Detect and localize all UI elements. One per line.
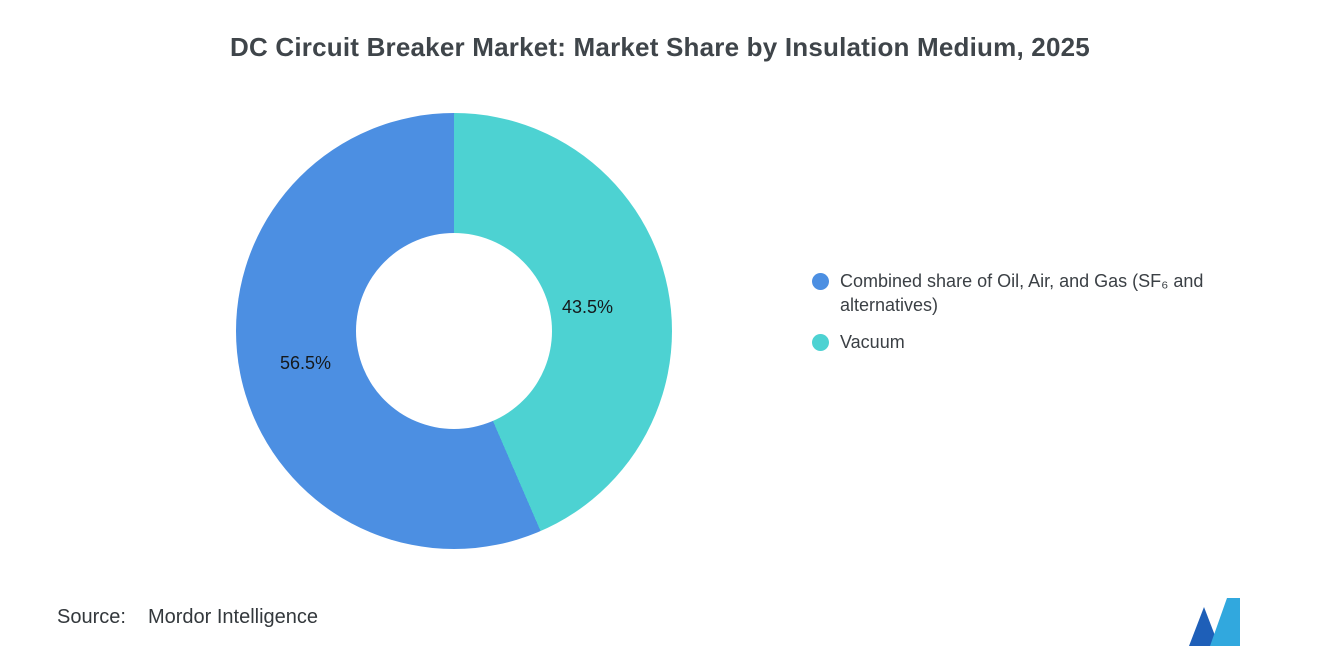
- legend-label-vacuum: Vacuum: [840, 331, 905, 352]
- chart-title: DC Circuit Breaker Market: Market Share …: [230, 32, 1090, 62]
- legend-marker-blue-icon: [812, 273, 829, 290]
- slice-label-oil-air-gas: 56.5%: [280, 353, 332, 373]
- donut-hole: [356, 233, 552, 429]
- logo-right-shape: [1210, 598, 1240, 646]
- mordor-intelligence-logo: [1189, 598, 1240, 646]
- legend-label-oil-air-gas: Combined share of Oil, Air, and Gas (SF₆…: [840, 271, 1204, 315]
- source-label: Source:: [57, 606, 126, 628]
- source-row: Source: Mordor Intelligence: [57, 606, 318, 629]
- legend-item-vacuum: Vacuum: [812, 331, 1248, 355]
- legend-item-oil-air-gas: Combined share of Oil, Air, and Gas (SF₆…: [812, 270, 1248, 318]
- slice-label-vacuum: 43.5%: [562, 297, 614, 317]
- legend: Combined share of Oil, Air, and Gas (SF₆…: [812, 270, 1248, 368]
- legend-marker-teal-icon: [812, 333, 829, 351]
- logo-left-shape: [1189, 607, 1219, 646]
- donut-chart: 56.5% 43.5%: [236, 113, 672, 549]
- source-text: Mordor Intelligence: [147, 606, 319, 628]
